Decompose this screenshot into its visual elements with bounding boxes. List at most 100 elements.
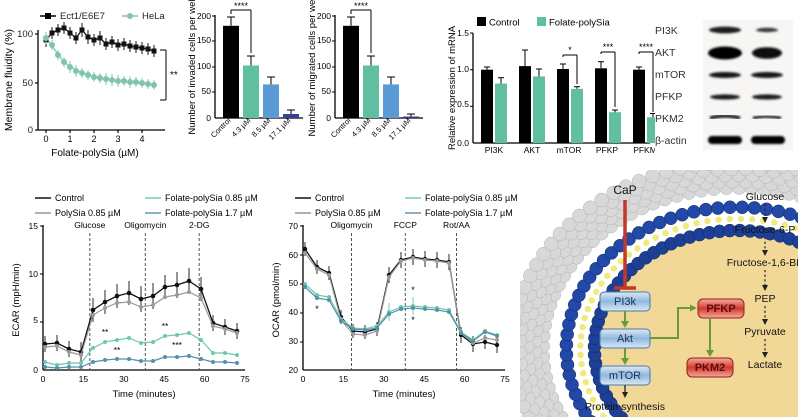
svg-text:PFKP: PFKP (596, 145, 619, 155)
svg-text:ECAR (mpH/min): ECAR (mpH/min) (11, 263, 22, 336)
svg-text:50: 50 (202, 86, 212, 96)
svg-text:30: 30 (379, 374, 389, 384)
svg-text:50: 50 (322, 86, 332, 96)
svg-text:1.0: 1.0 (457, 64, 469, 74)
svg-text:Time (minutes): Time (minutes) (373, 389, 436, 400)
svg-text:Ect1/E6E7: Ect1/E6E7 (60, 11, 105, 22)
svg-text:75: 75 (500, 374, 510, 384)
svg-text:200: 200 (197, 11, 211, 21)
svg-text:4.3 µM: 4.3 µM (350, 116, 373, 139)
svg-text:PI3k: PI3k (614, 296, 637, 308)
svg-text:0: 0 (33, 365, 38, 375)
svg-text:*: * (315, 304, 319, 314)
svg-text:mTOR: mTOR (609, 370, 641, 382)
svg-text:Control: Control (315, 193, 344, 203)
svg-text:****: **** (354, 1, 369, 11)
svg-text:**: ** (162, 321, 169, 331)
svg-text:Rot/AA: Rot/AA (443, 220, 470, 230)
svg-text:PFKP: PFKP (706, 303, 735, 315)
svg-text:**: ** (102, 327, 109, 337)
svg-text:Folate-polySia 1.7 µM: Folate-polySia 1.7 µM (425, 208, 513, 218)
svg-text:Control: Control (209, 116, 233, 140)
svg-text:3: 3 (115, 134, 120, 144)
svg-text:20: 20 (289, 365, 299, 375)
svg-text:0.0: 0.0 (457, 138, 469, 148)
svg-text:4.3 µM: 4.3 µM (230, 116, 253, 139)
svg-text:PKM2: PKM2 (695, 362, 726, 374)
svg-text:0: 0 (41, 374, 46, 384)
svg-text:PKM2: PKM2 (655, 113, 684, 125)
svg-text:β-actin: β-actin (655, 135, 687, 147)
svg-text:2: 2 (91, 134, 96, 144)
svg-text:Glucose: Glucose (74, 220, 105, 230)
svg-text:1: 1 (67, 134, 72, 144)
svg-text:4: 4 (139, 134, 144, 144)
svg-text:5: 5 (33, 315, 38, 325)
svg-text:15: 15 (79, 374, 89, 384)
svg-text:17.1 µM: 17.1 µM (267, 116, 293, 142)
svg-text:Folate-polySia 1.7 µM: Folate-polySia 1.7 µM (165, 208, 253, 218)
svg-text:PFKM: PFKM (633, 145, 655, 155)
svg-text:Control: Control (489, 18, 520, 29)
svg-text:50: 50 (22, 78, 33, 89)
svg-text:Fructose-1,6-BP: Fructose-1,6-BP (727, 257, 798, 269)
svg-text:PEP: PEP (754, 293, 775, 305)
svg-text:Number of invaded cells per we: Number of invaded cells per well (187, 0, 198, 135)
svg-text:Oligomycin: Oligomycin (124, 220, 166, 230)
svg-text:Folate-polySia 0.85 µM: Folate-polySia 0.85 µM (165, 193, 258, 203)
svg-text:17.1 µM: 17.1 µM (387, 116, 413, 142)
svg-text:40: 40 (289, 307, 299, 317)
svg-text:Time (minutes): Time (minutes) (113, 389, 176, 400)
svg-text:Fructose-6-P: Fructose-6-P (735, 224, 796, 236)
svg-text:Folate-polySia 0.85 µM: Folate-polySia 0.85 µM (425, 193, 518, 203)
svg-text:Akt: Akt (617, 333, 633, 345)
svg-text:100: 100 (317, 61, 331, 71)
svg-text:HeLa: HeLa (142, 11, 165, 22)
svg-text:100: 100 (197, 61, 211, 71)
svg-text:60: 60 (289, 250, 299, 260)
svg-text:2-DG: 2-DG (189, 220, 209, 230)
svg-text:1.5: 1.5 (457, 28, 469, 38)
svg-text:15: 15 (29, 221, 39, 231)
svg-text:**: ** (114, 345, 121, 355)
svg-text:60: 60 (460, 374, 470, 384)
svg-text:Control: Control (329, 116, 353, 140)
svg-text:0: 0 (28, 125, 33, 136)
svg-text:Control: Control (55, 193, 84, 203)
svg-text:*: * (411, 315, 415, 325)
svg-text:PolySia 0.85 µM: PolySia 0.85 µM (315, 208, 381, 218)
svg-text:0: 0 (326, 113, 331, 123)
svg-text:Pyruvate: Pyruvate (744, 326, 786, 338)
svg-text:60: 60 (200, 374, 210, 384)
svg-text:Membrane fluidity (%): Membrane fluidity (%) (3, 29, 15, 131)
svg-text:75: 75 (240, 374, 250, 384)
svg-text:CaP: CaP (613, 183, 636, 197)
svg-text:****: **** (234, 1, 249, 11)
svg-text:PolySia 0.85 µM: PolySia 0.85 µM (55, 208, 121, 218)
svg-text:Folate-polySia: Folate-polySia (549, 18, 610, 29)
svg-text:mTOR: mTOR (655, 69, 686, 81)
svg-text:***: *** (172, 340, 183, 350)
svg-text:15: 15 (339, 374, 349, 384)
svg-text:30: 30 (119, 374, 129, 384)
svg-text:Glucose: Glucose (746, 191, 785, 203)
svg-text:PI3K: PI3K (655, 25, 678, 37)
svg-text:200: 200 (317, 11, 331, 21)
svg-text:45: 45 (419, 374, 429, 384)
svg-text:Oligomycin: Oligomycin (330, 220, 372, 230)
svg-text:10: 10 (29, 269, 39, 279)
svg-text:0: 0 (301, 374, 306, 384)
svg-text:Relative expression of mRNA: Relative expression of mRNA (447, 25, 458, 150)
svg-text:150: 150 (197, 35, 211, 45)
svg-text:30: 30 (289, 336, 299, 346)
svg-text:Number of migrated cells per w: Number of migrated cells per well (307, 0, 318, 136)
svg-text:PI3K: PI3K (485, 145, 504, 155)
svg-text:*: * (411, 285, 415, 295)
svg-text:**: ** (170, 70, 178, 81)
svg-text:Lactate: Lactate (748, 359, 783, 371)
svg-text:50: 50 (289, 278, 299, 288)
svg-text:AKT: AKT (655, 47, 676, 59)
svg-text:*: * (568, 45, 572, 55)
svg-text:0: 0 (43, 134, 48, 144)
svg-text:70: 70 (289, 221, 299, 231)
